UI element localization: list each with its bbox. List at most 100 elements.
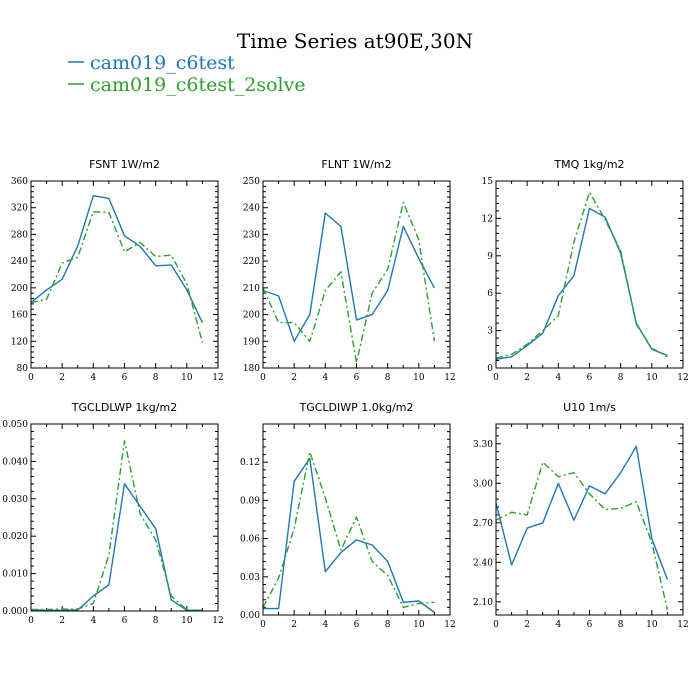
y-tick-label: 0.050 xyxy=(2,420,28,430)
series-line-2 xyxy=(495,461,669,610)
y-tick-label: 200 xyxy=(243,311,260,321)
x-tick-label: 6 xyxy=(587,373,593,383)
y-tick-label: 0 xyxy=(487,364,493,374)
y-tick-label: 2.40 xyxy=(473,558,493,568)
panels: FSNT 1W/m20 2 4 6 8 10 12801201602002402803203… xyxy=(2,158,688,630)
x-tick-label: 6 xyxy=(122,616,128,626)
y-tick-label: 200 xyxy=(11,284,28,294)
x-tick-label: 2 xyxy=(291,373,297,383)
x-tick-label: 0 xyxy=(493,620,499,630)
x-tick-label: 4 xyxy=(555,620,561,630)
series-line-2 xyxy=(262,451,435,609)
y-tick-label: 0.09 xyxy=(240,496,260,506)
y-tick-label: 3 xyxy=(487,327,493,337)
legend-label-2: cam019_c6test_2solve xyxy=(90,74,306,96)
plot-frame xyxy=(495,180,684,369)
x-tick-label: 2 xyxy=(291,620,297,630)
x-tick-label: 0 xyxy=(28,616,34,626)
panel-title: FLNT 1W/m2 xyxy=(321,158,391,171)
series-line-2 xyxy=(31,440,203,611)
x-tick-label: 2 xyxy=(524,620,530,630)
panel-title: TGCLDLWP 1kg/m2 xyxy=(71,401,177,414)
y-tick-label: 0.000 xyxy=(2,607,28,617)
y-tick-label: 2.10 xyxy=(473,598,493,608)
y-tick-label: 0.010 xyxy=(2,570,28,580)
x-tick-label: 8 xyxy=(385,620,391,630)
x-tick-label: 12 xyxy=(444,373,455,383)
x-tick-label: 10 xyxy=(413,373,425,383)
x-tick-label: 4 xyxy=(90,373,96,383)
x-tick-label: 8 xyxy=(618,620,624,630)
x-tick-label: 10 xyxy=(181,373,193,383)
series-line-2 xyxy=(30,210,204,343)
y-tick-label: 250 xyxy=(243,177,260,187)
plot-frame xyxy=(262,180,451,369)
x-tick-label: 0 xyxy=(260,373,266,383)
x-tick-label: 6 xyxy=(122,373,128,383)
x-tick-label: 12 xyxy=(212,616,223,626)
panel-1: FSNT 1W/m2 0 2 4 6 8 10 12 80 120 160 200 240 280 320 3… xyxy=(11,158,224,383)
panel-title: U10 1m/s xyxy=(563,401,616,414)
y-tick-label: 320 xyxy=(11,204,28,214)
y-tick-label: 0.03 xyxy=(240,573,260,583)
y-tick-label: 190 xyxy=(243,337,260,347)
x-tick-label: 12 xyxy=(212,373,223,383)
figure-title: Time Series at90E,30N xyxy=(237,29,473,53)
series-line-1 xyxy=(30,194,204,323)
y-tick-label: 0.00 xyxy=(240,611,260,621)
plot-frame xyxy=(30,423,219,612)
y-tick-label: 280 xyxy=(11,230,28,240)
legend-label-1: cam019_c6test xyxy=(90,52,235,74)
y-tick-label: 0.030 xyxy=(2,495,28,505)
plot-frame xyxy=(262,423,451,616)
series-line-2 xyxy=(262,201,436,364)
panel-6: U10 1m/s 0 2 4 6 8 10 12 2.10 2.40 2.70 3.00 3.30 xyxy=(473,401,689,630)
panel-title: TMQ 1kg/m2 xyxy=(553,158,624,171)
x-tick-label: 6 xyxy=(354,373,360,383)
y-tick-label: 0.06 xyxy=(240,535,260,545)
x-tick-label: 12 xyxy=(677,373,688,383)
panel-title: TGCLDIWP 1.0kg/m2 xyxy=(298,401,413,414)
x-tick-label: 8 xyxy=(618,373,624,383)
series-line-1 xyxy=(263,457,435,614)
x-tick-label: 4 xyxy=(322,620,328,630)
x-tick-label: 10 xyxy=(646,373,658,383)
y-tick-label: 0.020 xyxy=(2,532,28,542)
x-tick-label: 10 xyxy=(646,620,658,630)
x-tick-label: 2 xyxy=(59,373,65,383)
y-tick-label: 3.30 xyxy=(473,440,493,450)
y-tick-label: 2.70 xyxy=(473,519,493,529)
panel-2: FLNT 1W/m2 0 2 4 6 8 10 12 180 190 200 210 220 230 240… xyxy=(243,158,456,383)
y-tick-label: 80 xyxy=(17,364,29,374)
x-tick-label: 4 xyxy=(322,373,328,383)
y-tick-label: 0.12 xyxy=(240,458,260,468)
x-tick-label: 2 xyxy=(59,616,65,626)
x-tick-label: 12 xyxy=(677,620,688,630)
panel-5: TGCLDIWP 1.0kg/m2 0 2 4 6 8 10 12 0.00 0.03 0.06 0.… xyxy=(240,401,456,630)
y-tick-label: 240 xyxy=(243,204,260,214)
x-tick-label: 0 xyxy=(28,373,34,383)
y-tick-label: 15 xyxy=(482,177,494,187)
series-line-1 xyxy=(262,212,436,342)
x-tick-label: 10 xyxy=(181,616,193,626)
panel-4: TGCLDLWP 1kg/m2 0 2 4 6 8 10 12 0.000 0.010 0.020 0… xyxy=(2,401,223,626)
plot-frame xyxy=(30,180,219,369)
x-tick-label: 6 xyxy=(587,620,593,630)
y-tick-label: 180 xyxy=(243,364,260,374)
plot-frame xyxy=(495,423,684,616)
x-tick-label: 0 xyxy=(260,620,266,630)
x-tick-label: 4 xyxy=(90,616,96,626)
y-tick-label: 240 xyxy=(11,257,28,267)
y-tick-label: 9 xyxy=(487,252,493,262)
y-tick-label: 220 xyxy=(243,257,260,267)
y-tick-label: 6 xyxy=(487,289,493,299)
y-tick-label: 360 xyxy=(11,177,28,187)
legend: cam019_c6test cam019_c6test_2solve xyxy=(68,52,306,96)
x-tick-label: 12 xyxy=(444,620,455,630)
y-tick-label: 120 xyxy=(11,337,28,347)
y-tick-label: 230 xyxy=(243,230,260,240)
series-line-2 xyxy=(495,191,668,359)
x-tick-label: 8 xyxy=(153,616,159,626)
